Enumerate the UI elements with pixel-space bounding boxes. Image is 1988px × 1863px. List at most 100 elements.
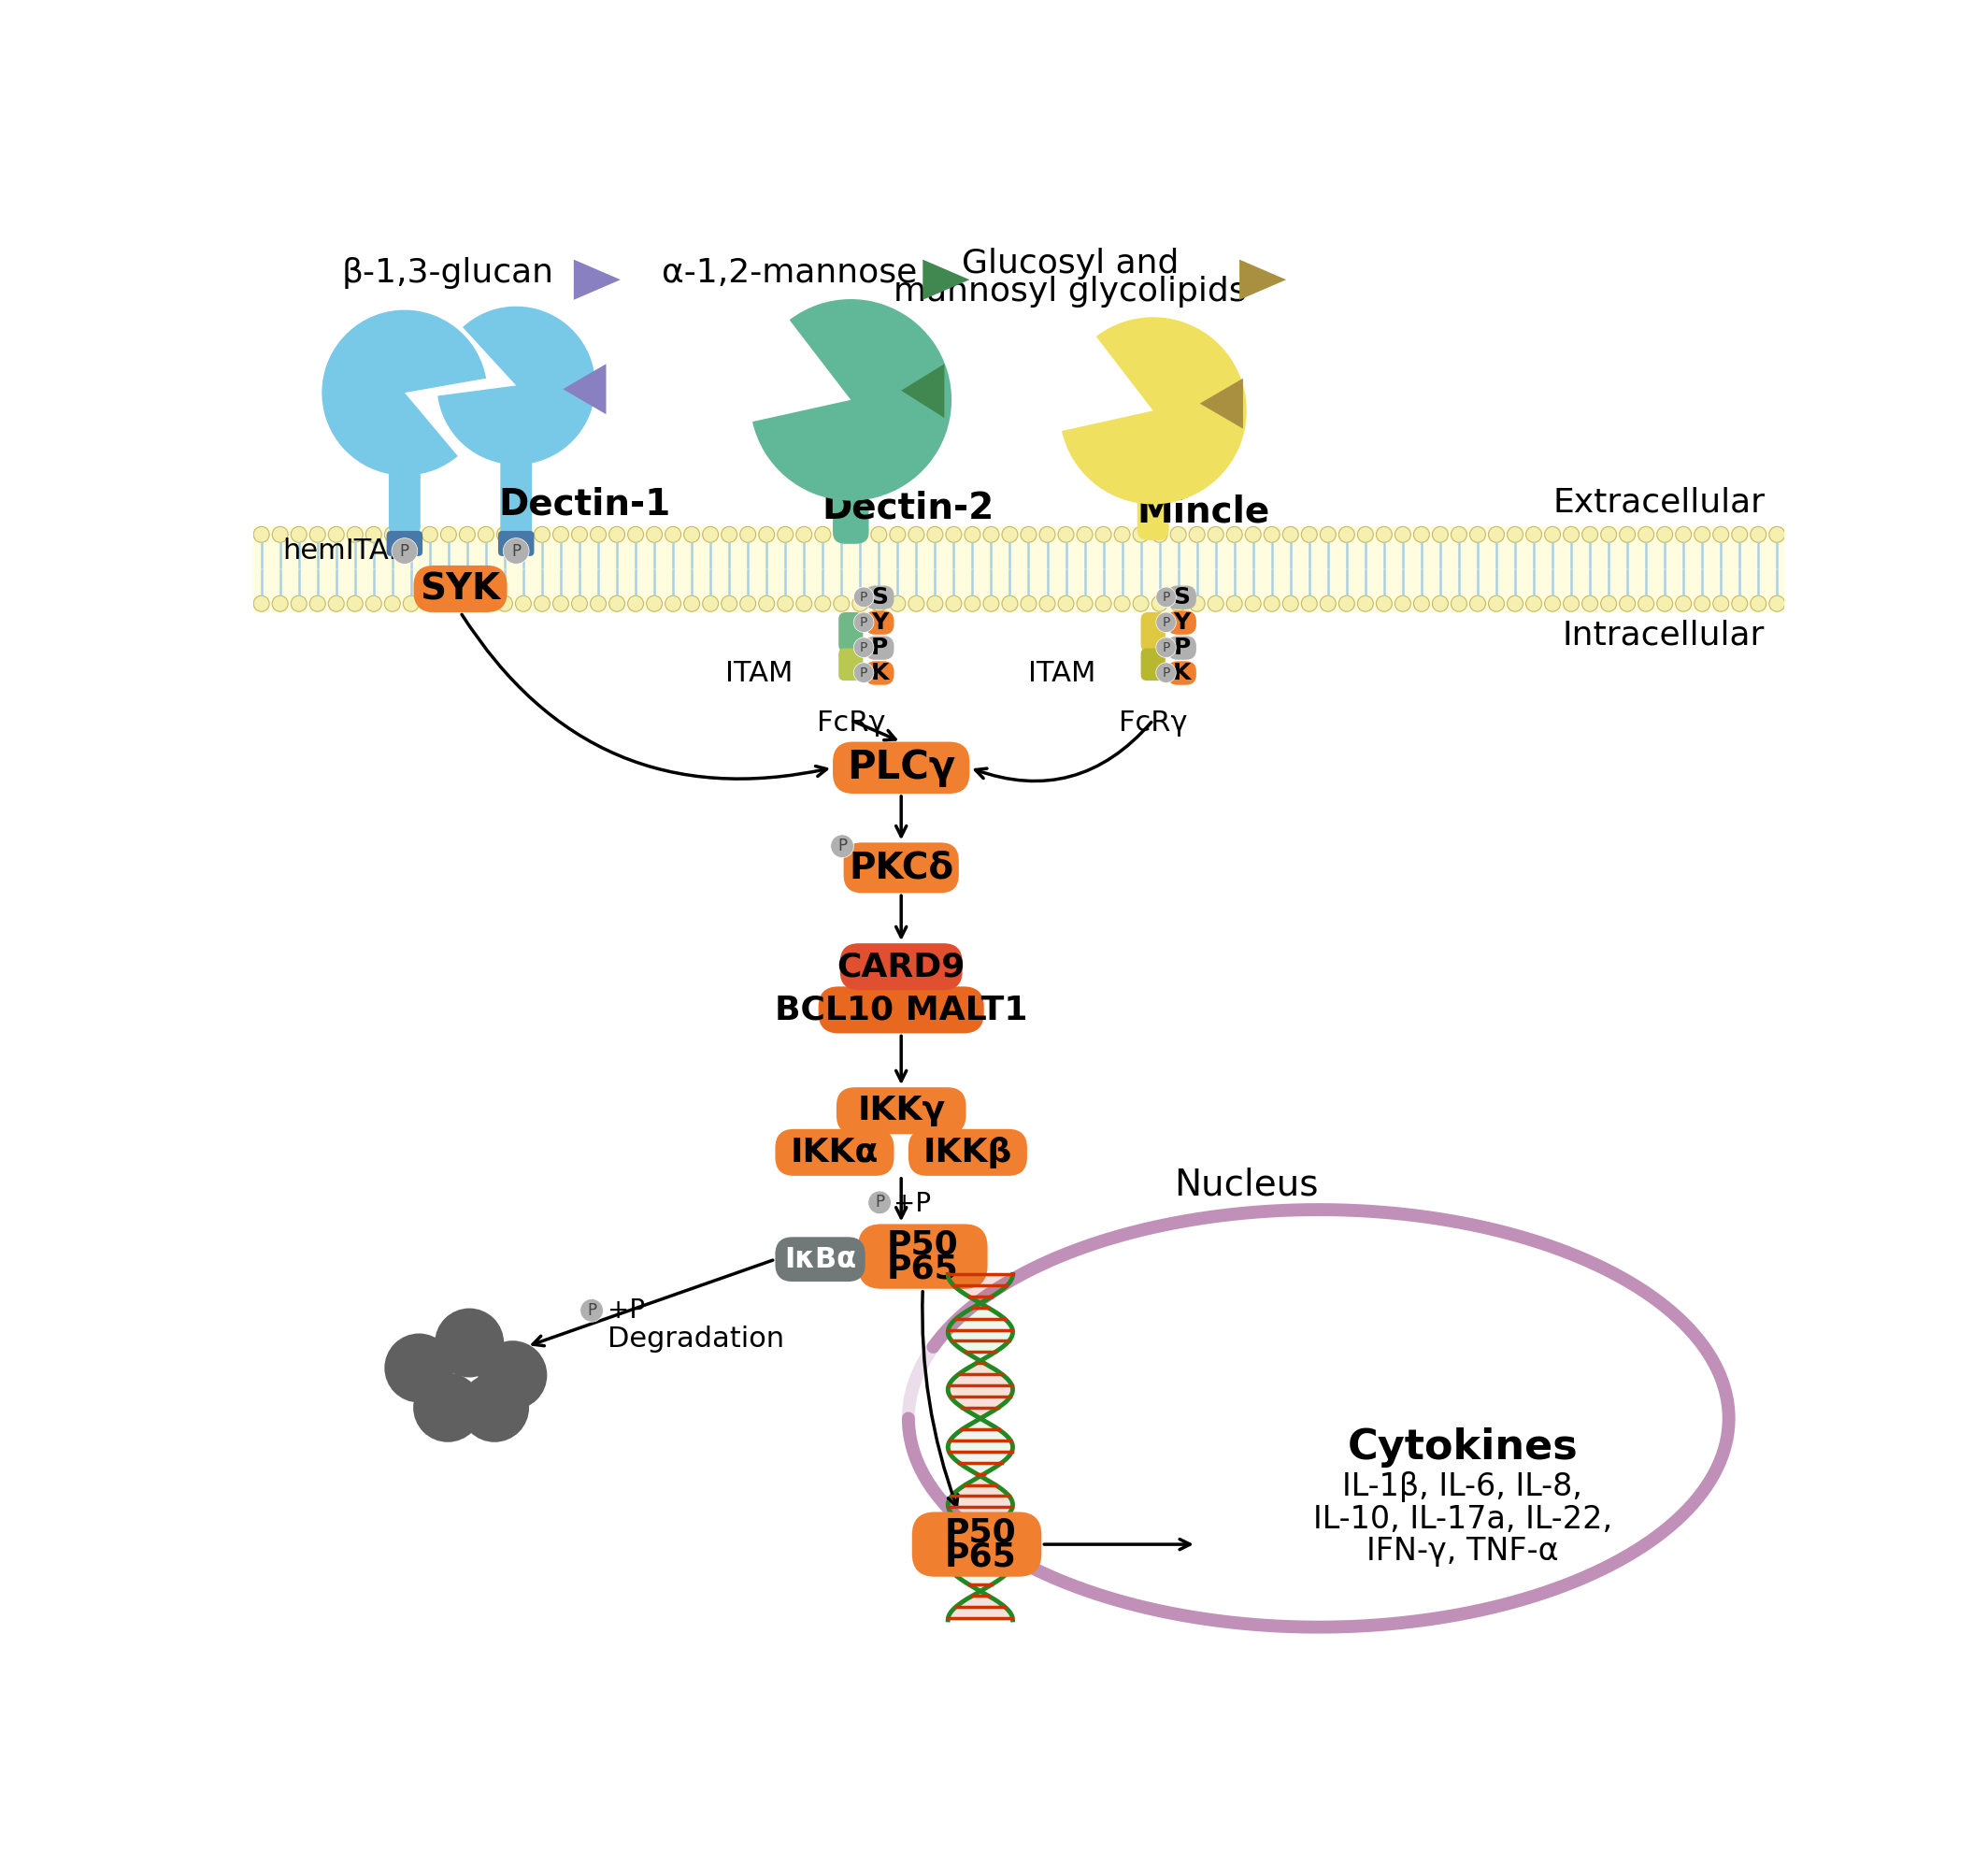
Circle shape: [1732, 527, 1747, 542]
Circle shape: [608, 596, 624, 611]
Circle shape: [1151, 527, 1167, 542]
FancyBboxPatch shape: [839, 648, 863, 680]
Circle shape: [1320, 596, 1336, 611]
Circle shape: [1694, 527, 1710, 542]
Circle shape: [1582, 527, 1598, 542]
Circle shape: [435, 1308, 503, 1377]
Polygon shape: [1239, 259, 1286, 300]
Circle shape: [272, 527, 288, 542]
Circle shape: [272, 596, 288, 611]
Circle shape: [1338, 527, 1354, 542]
Text: P: P: [837, 838, 847, 855]
Circle shape: [833, 596, 849, 611]
Text: P: P: [861, 667, 867, 680]
Circle shape: [740, 596, 755, 611]
FancyBboxPatch shape: [912, 1513, 1042, 1576]
Circle shape: [580, 1299, 602, 1323]
Text: P65: P65: [944, 1541, 1016, 1572]
Circle shape: [459, 527, 475, 542]
Text: IKKγ: IKKγ: [857, 1095, 944, 1127]
Text: IKKα: IKKα: [791, 1136, 879, 1168]
Circle shape: [1563, 596, 1578, 611]
Circle shape: [384, 527, 400, 542]
FancyBboxPatch shape: [1141, 613, 1165, 652]
Wedge shape: [437, 306, 594, 464]
FancyBboxPatch shape: [819, 987, 984, 1034]
FancyBboxPatch shape: [865, 585, 895, 609]
FancyBboxPatch shape: [390, 464, 419, 537]
Text: Cytokines: Cytokines: [1348, 1427, 1578, 1468]
Circle shape: [1095, 596, 1111, 611]
Circle shape: [1358, 527, 1374, 542]
FancyBboxPatch shape: [1137, 483, 1169, 540]
Circle shape: [946, 527, 962, 542]
Circle shape: [795, 527, 811, 542]
Circle shape: [1638, 596, 1654, 611]
Text: K: K: [871, 661, 889, 684]
Circle shape: [441, 527, 457, 542]
Circle shape: [1469, 596, 1485, 611]
Circle shape: [553, 596, 569, 611]
Circle shape: [573, 596, 586, 611]
Circle shape: [590, 596, 606, 611]
Circle shape: [684, 596, 700, 611]
Text: IκBα: IκBα: [783, 1246, 857, 1272]
Circle shape: [628, 527, 644, 542]
Circle shape: [366, 596, 382, 611]
Circle shape: [1002, 527, 1018, 542]
FancyBboxPatch shape: [499, 531, 535, 555]
Circle shape: [1020, 527, 1036, 542]
Circle shape: [1209, 527, 1223, 542]
Text: IL-10, IL-17a, IL-22,: IL-10, IL-17a, IL-22,: [1312, 1503, 1612, 1535]
Circle shape: [1600, 527, 1616, 542]
Circle shape: [1620, 527, 1636, 542]
Circle shape: [384, 596, 400, 611]
Polygon shape: [901, 363, 944, 417]
Polygon shape: [922, 259, 970, 300]
Text: α-1,2-mannose: α-1,2-mannose: [662, 257, 916, 289]
FancyBboxPatch shape: [386, 531, 423, 555]
Wedge shape: [322, 309, 487, 475]
Text: PKCδ: PKCδ: [849, 850, 954, 885]
Circle shape: [984, 596, 1000, 611]
Circle shape: [441, 596, 457, 611]
FancyBboxPatch shape: [843, 842, 958, 892]
Text: +P: +P: [895, 1190, 932, 1217]
Circle shape: [1413, 527, 1429, 542]
Text: IFN-γ, TNF-α: IFN-γ, TNF-α: [1366, 1537, 1559, 1567]
Text: Nucleus: Nucleus: [1175, 1166, 1318, 1202]
Circle shape: [964, 596, 980, 611]
Circle shape: [1320, 527, 1336, 542]
Circle shape: [421, 596, 437, 611]
Circle shape: [328, 527, 344, 542]
FancyBboxPatch shape: [865, 661, 895, 686]
Circle shape: [515, 596, 531, 611]
Text: P: P: [861, 641, 867, 654]
Text: FcRγ: FcRγ: [817, 710, 885, 736]
Circle shape: [946, 596, 962, 611]
Circle shape: [984, 527, 1000, 542]
Circle shape: [1638, 527, 1654, 542]
FancyBboxPatch shape: [833, 741, 970, 794]
Circle shape: [1732, 596, 1747, 611]
Circle shape: [1545, 527, 1561, 542]
Circle shape: [853, 613, 875, 632]
Circle shape: [290, 527, 306, 542]
Circle shape: [477, 1341, 547, 1410]
Circle shape: [702, 527, 718, 542]
Circle shape: [684, 527, 700, 542]
Circle shape: [1656, 527, 1672, 542]
Circle shape: [535, 596, 551, 611]
Circle shape: [1376, 596, 1392, 611]
Circle shape: [1489, 527, 1505, 542]
FancyBboxPatch shape: [775, 1237, 865, 1282]
Circle shape: [503, 538, 529, 564]
Text: P: P: [1163, 591, 1171, 604]
Circle shape: [1113, 596, 1129, 611]
Circle shape: [1451, 596, 1467, 611]
Text: mannosyl glycolipids: mannosyl glycolipids: [895, 276, 1246, 307]
Text: P: P: [586, 1302, 596, 1319]
Text: K: K: [1173, 661, 1191, 684]
Circle shape: [909, 596, 924, 611]
Polygon shape: [1201, 378, 1242, 428]
